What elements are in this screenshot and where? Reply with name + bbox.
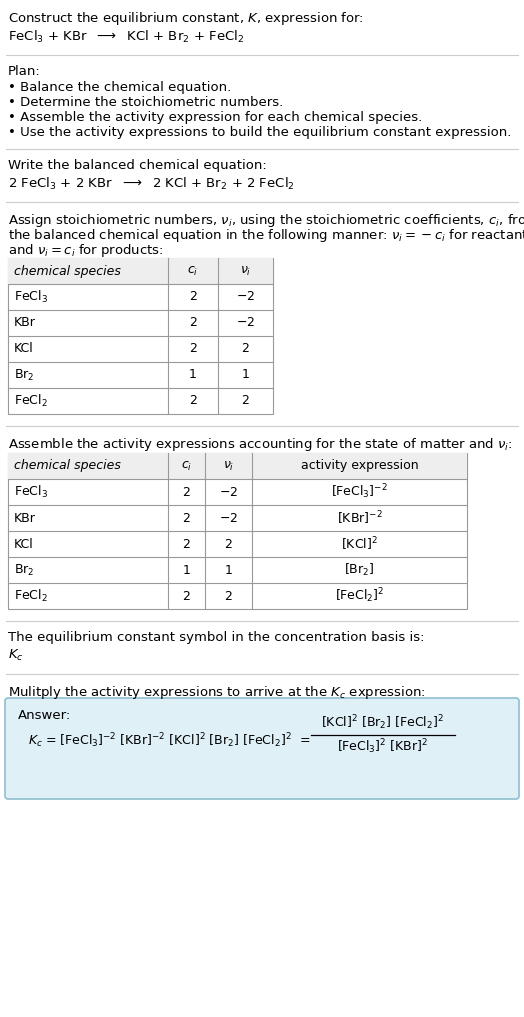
- Text: $c_i$: $c_i$: [188, 264, 199, 278]
- Text: $c_i$: $c_i$: [181, 460, 192, 473]
- Text: Assemble the activity expressions accounting for the state of matter and $\nu_i$: Assemble the activity expressions accoun…: [8, 436, 512, 453]
- Text: Write the balanced chemical equation:: Write the balanced chemical equation:: [8, 159, 267, 172]
- Bar: [8, 453, 467, 479]
- Text: [Br$_2$]: [Br$_2$]: [344, 562, 375, 578]
- Text: $-2$: $-2$: [236, 291, 255, 303]
- Text: $\nu_i$: $\nu_i$: [240, 264, 251, 278]
- Text: 2: 2: [182, 590, 190, 602]
- Text: Plan:: Plan:: [8, 65, 41, 78]
- Text: $\nu_i$: $\nu_i$: [223, 460, 234, 473]
- Text: FeCl$_2$: FeCl$_2$: [14, 393, 48, 409]
- Text: FeCl$_3$ + KBr  $\longrightarrow$  KCl + Br$_2$ + FeCl$_2$: FeCl$_3$ + KBr $\longrightarrow$ KCl + B…: [8, 29, 244, 45]
- Text: • Balance the chemical equation.: • Balance the chemical equation.: [8, 81, 231, 94]
- Text: chemical species: chemical species: [14, 460, 121, 473]
- Text: FeCl$_3$: FeCl$_3$: [14, 484, 48, 500]
- Text: KBr: KBr: [14, 512, 36, 525]
- Text: $K_c$: $K_c$: [8, 648, 24, 663]
- Text: $K_c$ = [FeCl$_3$]$^{-2}$ [KBr]$^{-2}$ [KCl]$^2$ [Br$_2$] [FeCl$_2$]$^2$  =: $K_c$ = [FeCl$_3$]$^{-2}$ [KBr]$^{-2}$ […: [28, 731, 310, 750]
- Text: 2: 2: [242, 343, 249, 356]
- Text: $-2$: $-2$: [219, 512, 238, 525]
- Text: activity expression: activity expression: [301, 460, 418, 473]
- Text: Br$_2$: Br$_2$: [14, 562, 35, 578]
- Text: KBr: KBr: [14, 316, 36, 330]
- Text: [KBr]$^{-2}$: [KBr]$^{-2}$: [336, 510, 383, 527]
- Text: 2: 2: [182, 485, 190, 498]
- Text: The equilibrium constant symbol in the concentration basis is:: The equilibrium constant symbol in the c…: [8, 631, 424, 644]
- Text: chemical species: chemical species: [14, 264, 121, 278]
- Text: 1: 1: [225, 563, 233, 577]
- Text: $-2$: $-2$: [219, 485, 238, 498]
- Text: • Use the activity expressions to build the equilibrium constant expression.: • Use the activity expressions to build …: [8, 126, 511, 139]
- Text: Assign stoichiometric numbers, $\nu_i$, using the stoichiometric coefficients, $: Assign stoichiometric numbers, $\nu_i$, …: [8, 212, 524, 229]
- Text: 2: 2: [225, 538, 233, 550]
- Text: and $\nu_i = c_i$ for products:: and $\nu_i = c_i$ for products:: [8, 242, 163, 259]
- Text: $-2$: $-2$: [236, 316, 255, 330]
- Text: Answer:: Answer:: [18, 709, 71, 722]
- Text: FeCl$_3$: FeCl$_3$: [14, 289, 48, 305]
- Text: • Assemble the activity expression for each chemical species.: • Assemble the activity expression for e…: [8, 111, 422, 124]
- Bar: [8, 258, 273, 284]
- Text: 1: 1: [189, 368, 197, 381]
- Text: the balanced chemical equation in the following manner: $\nu_i = -c_i$ for react: the balanced chemical equation in the fo…: [8, 227, 524, 244]
- FancyBboxPatch shape: [5, 698, 519, 799]
- Text: 2: 2: [182, 512, 190, 525]
- Text: 2: 2: [189, 291, 197, 303]
- Text: 2: 2: [189, 395, 197, 408]
- Text: FeCl$_2$: FeCl$_2$: [14, 588, 48, 604]
- Text: Construct the equilibrium constant, $K$, expression for:: Construct the equilibrium constant, $K$,…: [8, 10, 364, 27]
- Bar: [8, 453, 467, 609]
- Text: 2: 2: [182, 538, 190, 550]
- Text: KCl: KCl: [14, 538, 34, 550]
- Text: [KCl]$^2$ [Br$_2$] [FeCl$_2$]$^2$: [KCl]$^2$ [Br$_2$] [FeCl$_2$]$^2$: [322, 714, 444, 732]
- Text: 2: 2: [225, 590, 233, 602]
- Text: [FeCl$_3$]$^{-2}$: [FeCl$_3$]$^{-2}$: [331, 483, 388, 501]
- Text: 1: 1: [242, 368, 249, 381]
- Text: 1: 1: [182, 563, 190, 577]
- Bar: [8, 258, 273, 414]
- Text: Br$_2$: Br$_2$: [14, 367, 35, 382]
- Text: 2: 2: [189, 343, 197, 356]
- Text: • Determine the stoichiometric numbers.: • Determine the stoichiometric numbers.: [8, 96, 283, 109]
- Text: Mulitply the activity expressions to arrive at the $K_c$ expression:: Mulitply the activity expressions to arr…: [8, 684, 426, 701]
- Text: [FeCl$_2$]$^2$: [FeCl$_2$]$^2$: [335, 587, 384, 605]
- Text: KCl: KCl: [14, 343, 34, 356]
- Text: [KCl]$^2$: [KCl]$^2$: [341, 535, 378, 553]
- Text: [FeCl$_3$]$^2$ [KBr]$^2$: [FeCl$_3$]$^2$ [KBr]$^2$: [337, 737, 429, 757]
- Text: 2: 2: [189, 316, 197, 330]
- Text: 2: 2: [242, 395, 249, 408]
- Text: 2 FeCl$_3$ + 2 KBr  $\longrightarrow$  2 KCl + Br$_2$ + 2 FeCl$_2$: 2 FeCl$_3$ + 2 KBr $\longrightarrow$ 2 K…: [8, 176, 294, 192]
